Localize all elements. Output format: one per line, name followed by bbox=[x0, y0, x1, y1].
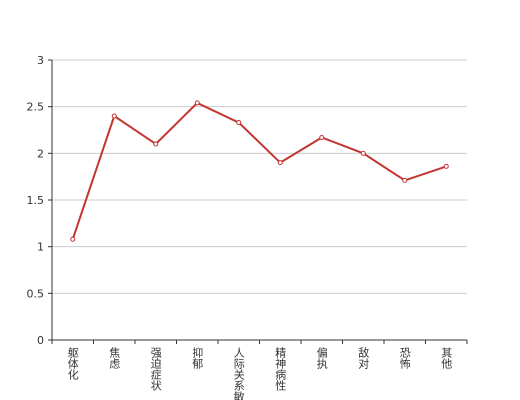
point bbox=[153, 141, 159, 147]
point bbox=[443, 163, 449, 169]
point bbox=[277, 160, 283, 166]
x-tick-label: 人际关系敏感 bbox=[232, 347, 245, 400]
point bbox=[319, 134, 325, 140]
y-tick-label: 0 bbox=[37, 334, 44, 347]
x-tick-label: 焦虑 bbox=[108, 347, 121, 369]
x-tick-label: 其他 bbox=[440, 347, 453, 369]
y-tick-label: 2 bbox=[37, 147, 44, 160]
point bbox=[360, 150, 366, 156]
x-tick-label: 敌对 bbox=[357, 346, 370, 369]
point bbox=[70, 236, 76, 242]
y-tick-label: 1.5 bbox=[27, 194, 45, 207]
y-tick-label: 2.5 bbox=[27, 101, 45, 114]
y-tick-label: 0.5 bbox=[27, 287, 45, 300]
point bbox=[236, 120, 242, 126]
line bbox=[71, 101, 447, 240]
x-tick-label: 抑郁 bbox=[191, 346, 204, 369]
y-tick-label: 1 bbox=[37, 241, 44, 254]
x-tick-label: 躯体化 bbox=[66, 347, 79, 381]
x-tick-label: 偏执 bbox=[315, 346, 328, 370]
y-tick-label: 3 bbox=[37, 54, 44, 67]
x-tick-label: 恐怖 bbox=[398, 347, 411, 369]
point bbox=[111, 113, 117, 119]
x-tick-label: 精神病性 bbox=[274, 347, 287, 392]
point bbox=[194, 100, 200, 106]
x-tick-label: 强迫症状 bbox=[149, 347, 162, 391]
point bbox=[402, 177, 408, 183]
